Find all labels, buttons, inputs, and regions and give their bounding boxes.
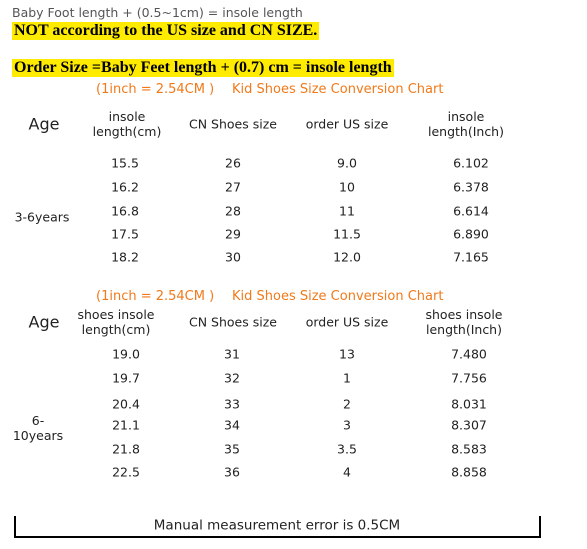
cell: 8.031	[451, 396, 487, 412]
cell: 19.0	[112, 346, 140, 362]
cell: 15.5	[111, 155, 139, 171]
cell: 6.102	[453, 155, 489, 171]
cell: 21.8	[112, 441, 140, 457]
cell: 33	[224, 396, 240, 412]
column-header: Age	[28, 114, 60, 134]
cell: 6.378	[453, 179, 489, 195]
age-group: 3-6years	[14, 209, 70, 225]
cell: 35	[224, 441, 240, 457]
cell: 17.5	[111, 226, 139, 242]
bracket-left	[14, 516, 16, 538]
cell: 30	[225, 249, 241, 265]
cell: 7.756	[451, 370, 487, 386]
footer: Manual measurement error is 0.5CM	[153, 517, 401, 534]
column-header: insole length(cm)	[92, 109, 162, 139]
column-header: insole length(Inch)	[427, 109, 504, 139]
cell: 16.8	[111, 203, 139, 219]
cell: 10	[339, 179, 355, 195]
column-header: order US size	[305, 314, 389, 330]
note: Baby Foot length + (0.5~1cm) = insole le…	[12, 5, 303, 20]
column-header: order US size	[305, 116, 389, 132]
cell: 2	[343, 396, 351, 412]
cell: 3.5	[337, 441, 357, 457]
bracket-bottom	[14, 536, 541, 538]
cell: 8.583	[451, 441, 487, 457]
cell: 3	[343, 417, 351, 433]
conversion: (1inch = 2.54CM )	[96, 82, 215, 97]
column-header: shoes insole length(Inch)	[425, 307, 503, 337]
cell: 20.4	[112, 396, 140, 412]
conversion: (1inch = 2.54CM )	[96, 289, 215, 304]
warning: NOT according to the US size and CN SIZE…	[12, 22, 320, 40]
table-title: Kid Shoes Size Conversion Chart	[232, 82, 444, 97]
cell: 19.7	[112, 370, 140, 386]
cell: 32	[224, 370, 240, 386]
cell: 11	[339, 203, 355, 219]
cell: 4	[343, 464, 351, 480]
cell: 1	[343, 370, 351, 386]
cell: 29	[225, 226, 241, 242]
cell: 27	[225, 179, 241, 195]
column-header: CN Shoes size	[189, 116, 277, 132]
cell: 8.307	[451, 417, 487, 433]
cell: 31	[224, 346, 240, 362]
cell: 22.5	[112, 464, 140, 480]
formula: Order Size =Baby Feet length + (0.7) cm …	[12, 59, 394, 77]
column-header: CN Shoes size	[189, 314, 277, 330]
cell: 12.0	[333, 249, 361, 265]
cell: 7.165	[453, 249, 489, 265]
cell: 34	[224, 417, 240, 433]
column-header: Age	[28, 312, 60, 332]
age-group: 6-10years	[12, 413, 64, 443]
cell: 26	[225, 155, 241, 171]
cell: 13	[339, 346, 355, 362]
cell: 16.2	[111, 179, 139, 195]
cell: 9.0	[337, 155, 357, 171]
cell: 6.890	[453, 226, 489, 242]
cell: 28	[225, 203, 241, 219]
cell: 7.480	[451, 346, 487, 362]
cell: 8.858	[451, 464, 487, 480]
cell: 6.614	[453, 203, 489, 219]
bracket-right	[539, 516, 541, 538]
cell: 21.1	[112, 417, 140, 433]
column-header: shoes insole length(cm)	[77, 307, 155, 337]
cell: 36	[224, 464, 240, 480]
cell: 18.2	[111, 249, 139, 265]
cell: 11.5	[333, 226, 361, 242]
table-title: Kid Shoes Size Conversion Chart	[232, 289, 444, 304]
